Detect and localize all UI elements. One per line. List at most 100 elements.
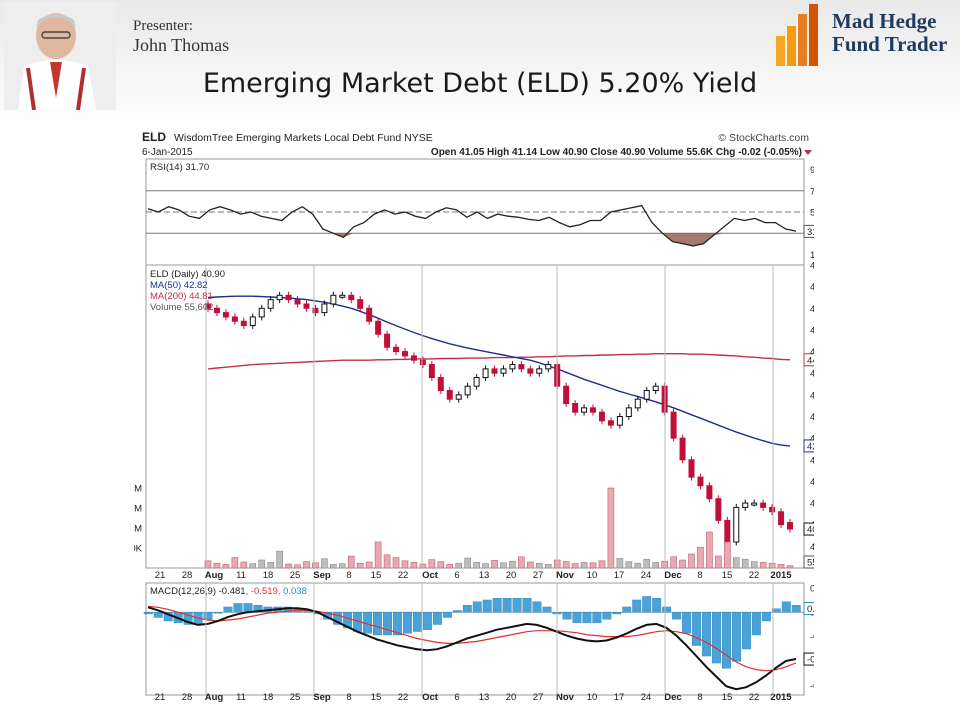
volume-bar — [231, 557, 239, 569]
macd-x-tick-label: Aug — [205, 692, 224, 703]
volume-bar — [303, 561, 310, 569]
macd-histogram-bar — [383, 612, 392, 636]
close-last-value-tag: 40.90 — [803, 522, 839, 536]
volume-bar — [598, 560, 606, 569]
candle-body — [410, 355, 417, 361]
presenter-label: Presenter: — [133, 18, 193, 34]
macd-y-tick-label: 0.25 — [810, 583, 814, 594]
macd-histogram-bar — [373, 612, 382, 636]
macd-signal-line — [147, 605, 797, 672]
volume-y-tick-label: 1.0M — [134, 524, 142, 535]
candle-body — [312, 307, 319, 314]
candle-body — [598, 411, 605, 422]
candle-body — [455, 394, 462, 400]
macd-histogram-bar — [532, 601, 542, 613]
macd-x-tick-label: Sep — [313, 692, 331, 703]
candle-body — [294, 299, 301, 305]
candle-body — [670, 411, 677, 439]
rsi-legend: RSI(14) 31.70 — [150, 162, 209, 173]
candle-body — [625, 407, 632, 418]
macd-x-tick-label: 8 — [346, 692, 351, 703]
candle-body — [733, 506, 740, 543]
volume-bar — [571, 563, 579, 569]
chart-date: 6-Jan-2015 — [142, 147, 193, 158]
macd-x-tick-label: 25 — [290, 692, 301, 703]
volume-bar — [464, 557, 471, 569]
candle-body — [437, 377, 444, 392]
candle-body — [258, 307, 265, 318]
candle-body — [778, 511, 785, 526]
macd-histogram-bar — [492, 597, 502, 613]
candle-body — [330, 294, 337, 305]
macd-hist-last-value-tag: 0.038 — [803, 602, 839, 616]
price-y-tick-label: 41.5 — [810, 499, 814, 510]
volume-bar — [768, 562, 776, 569]
candle-body — [473, 377, 480, 387]
candle-body — [231, 316, 238, 322]
macd-histogram-bar — [702, 612, 711, 657]
macd-legend-main: MACD(12,26,9) -0.481 — [150, 586, 246, 597]
candle-body — [581, 407, 588, 413]
macd-histogram-bar — [213, 612, 223, 614]
macd-last-value-tag-text: -0.481 — [807, 655, 814, 666]
rsi-last-value-tag-text: 31.70 — [807, 227, 814, 238]
macd-histogram-bar — [333, 612, 343, 625]
macd-histogram-bar — [512, 597, 522, 613]
macd-y-tick-label: -0.75 — [810, 681, 814, 692]
macd-panel-frame — [145, 582, 805, 696]
price-x-tick-label: 8 — [697, 570, 702, 581]
volume-bar — [750, 561, 758, 569]
candle-body — [339, 294, 346, 298]
logo-text-line1: Mad Hedge — [832, 9, 937, 33]
macd-histogram-bar — [612, 612, 622, 615]
volume-bar — [347, 555, 355, 569]
candle-body — [688, 459, 695, 478]
candle-body — [545, 364, 552, 370]
candle-body — [634, 398, 641, 409]
macd-x-tick-label: Oct — [422, 692, 439, 703]
candle-body — [706, 485, 713, 500]
candle-body — [536, 368, 543, 374]
price-x-tick-label: 8 — [346, 570, 351, 581]
price-layer — [205, 291, 793, 546]
macd-layer — [143, 596, 804, 691]
macd-histogram-bar — [642, 596, 652, 613]
volume-y-tick-label: 2.0M — [134, 484, 142, 495]
macd-histogram-bar — [422, 612, 432, 630]
macd-hist-last-value-tag-text: 0.038 — [807, 604, 814, 615]
volume-bar — [410, 562, 418, 569]
volume-bar — [777, 564, 785, 569]
macd-histogram-bar — [522, 597, 532, 613]
volume-bar — [204, 560, 212, 569]
price-y-tick-label: 43.5 — [810, 412, 814, 423]
macd-legend-hist: , 0.038 — [278, 586, 307, 597]
price-legend-ma200: MA(200) 44.81 — [150, 291, 213, 302]
volume-bar — [249, 563, 257, 569]
candle-body — [419, 359, 426, 366]
macd-histogram-bar — [203, 612, 213, 620]
candle-body — [500, 368, 507, 374]
volume-bar — [786, 565, 794, 569]
price-x-tick-label: Sep — [313, 570, 331, 581]
price-x-tick-label: 6 — [454, 570, 459, 581]
price-y-tick-label: 46.5 — [810, 282, 814, 293]
macd-x-tick-label: 10 — [587, 692, 598, 703]
volume-bar — [697, 546, 704, 569]
macd-histogram-bar — [482, 599, 492, 613]
chart-source: © StockCharts.com — [718, 132, 809, 144]
macd-histogram-bar — [722, 612, 731, 669]
macd-histogram-bar — [153, 612, 163, 618]
candle-body — [724, 519, 731, 543]
price-x-tick-label: 25 — [290, 570, 301, 581]
volume-bar — [383, 554, 391, 569]
macd-histogram-bar — [672, 612, 682, 620]
volume-bar — [535, 562, 543, 569]
candle-body — [366, 307, 373, 322]
price-x-tick-label: Oct — [422, 570, 439, 581]
price-x-tick-label: 20 — [506, 570, 517, 581]
volume-bar — [688, 553, 695, 569]
macd-histogram-bar — [712, 612, 721, 664]
macd-x-tick-label: 13 — [479, 692, 490, 703]
price-x-tick-label: Dec — [664, 570, 681, 581]
candle-body — [348, 294, 355, 301]
